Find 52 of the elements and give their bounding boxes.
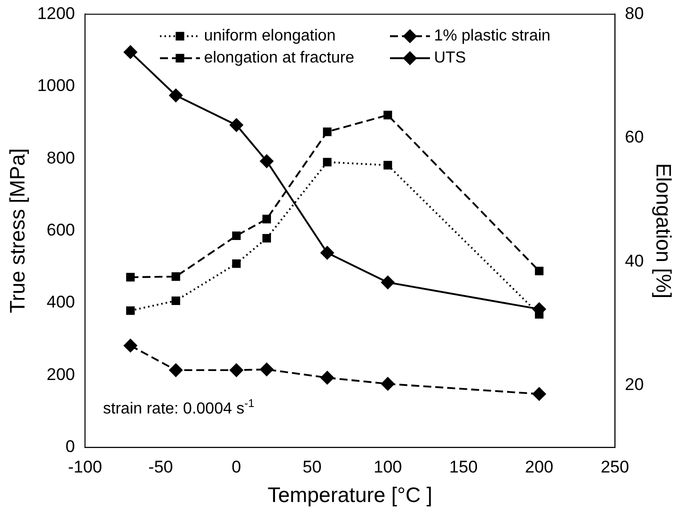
y-tick-label: 1000: [37, 76, 76, 96]
x-tick-label: 200: [525, 457, 554, 476]
point: [384, 160, 392, 170]
point: [381, 377, 395, 391]
x-tick-label: 50: [302, 457, 322, 476]
y-axis-title: True stress [MPa]: [6, 148, 30, 314]
point: [169, 363, 183, 377]
legend-label: 1% plastic strain: [434, 28, 550, 45]
y-tick-label: 200: [46, 364, 76, 384]
point: [126, 272, 135, 282]
point: [230, 118, 244, 132]
y-tick-label: 400: [46, 292, 76, 312]
point: [534, 266, 544, 276]
legend-label: UTS: [434, 50, 466, 67]
y2-tick-label: 20: [624, 375, 644, 394]
y-tick-label: 1200: [37, 4, 76, 23]
point: [232, 231, 241, 240]
y-tick-label: 800: [46, 148, 76, 168]
x-tick-label: -50: [148, 457, 174, 476]
point: [384, 110, 392, 120]
point: [262, 214, 271, 224]
legend-label: uniform elongation: [204, 28, 336, 45]
point: [124, 338, 138, 352]
y-tick-label: 0: [66, 437, 76, 456]
point: [322, 158, 332, 166]
point: [532, 387, 546, 401]
point: [260, 154, 274, 168]
point: [320, 246, 334, 260]
point: [260, 362, 274, 376]
point: [126, 306, 135, 315]
point: [262, 234, 271, 243]
y-tick-label: 600: [46, 220, 76, 240]
x-tick-label: -100: [68, 457, 102, 476]
x-tick-label: 100: [374, 457, 402, 476]
point: [322, 128, 332, 136]
y2-tick-label: 40: [624, 251, 644, 270]
y2-tick-label: 80: [624, 4, 644, 23]
y2-axis-title: Elongation [%]: [652, 163, 675, 299]
point: [230, 363, 244, 377]
point: [172, 296, 180, 306]
legend-label: elongation at fracture: [204, 50, 354, 67]
point: [169, 88, 183, 102]
x-tick-label: 0: [232, 457, 242, 476]
x-axis-title: Temperature [°C ]: [268, 484, 432, 508]
y2-tick-label: 60: [624, 128, 644, 147]
point: [172, 272, 180, 281]
point: [381, 276, 395, 290]
point: [124, 45, 138, 59]
x-tick-label: 150: [449, 457, 478, 476]
point: [232, 259, 241, 268]
x-tick-label: 250: [600, 457, 630, 476]
point: [320, 370, 334, 384]
